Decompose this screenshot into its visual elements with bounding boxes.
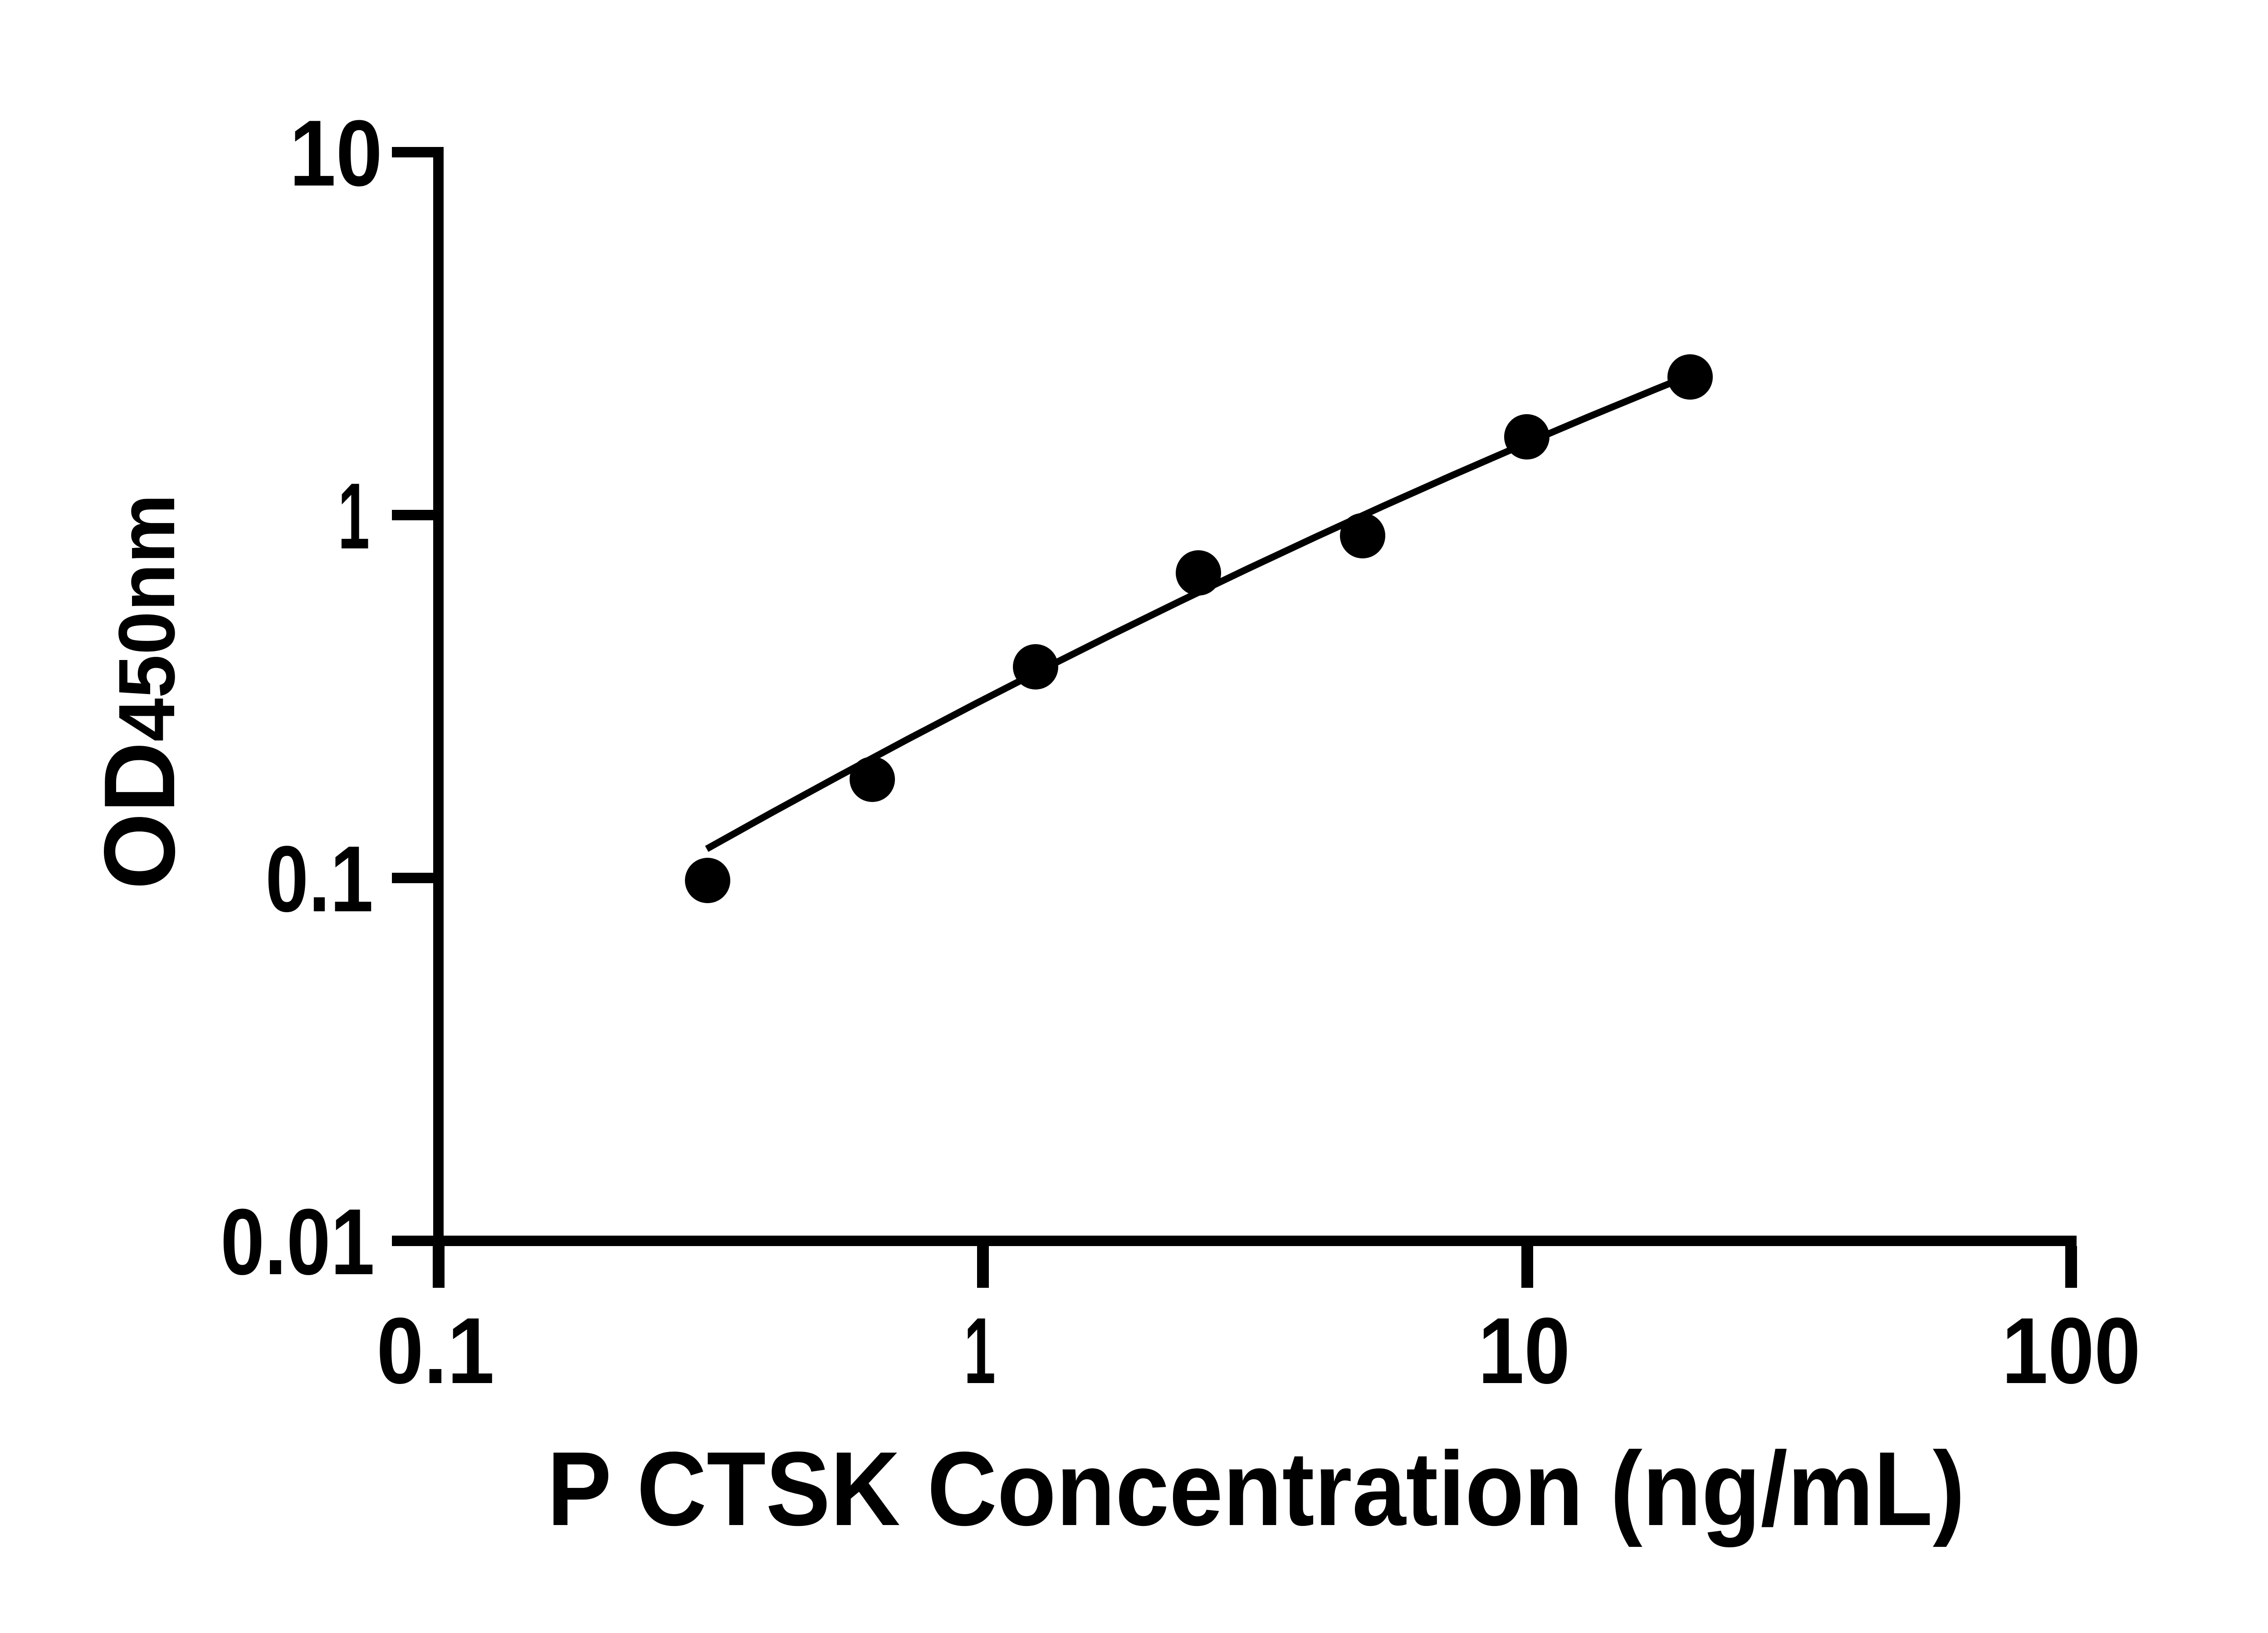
svg-text:OD450nm: OD450nm: [83, 494, 196, 890]
svg-text:0.1: 0.1: [376, 1298, 494, 1403]
svg-text:10: 10: [289, 101, 382, 205]
svg-text:10: 10: [1478, 1298, 1570, 1403]
svg-text:100: 100: [2002, 1298, 2141, 1403]
svg-text:0.1: 0.1: [265, 826, 373, 931]
svg-text:0.01: 0.01: [220, 1189, 375, 1294]
svg-text:1: 1: [964, 1298, 996, 1403]
svg-text:P CTSK Concentration (ng/mL): P CTSK Concentration (ng/mL): [547, 1430, 1965, 1548]
svg-text:1: 1: [338, 464, 370, 568]
